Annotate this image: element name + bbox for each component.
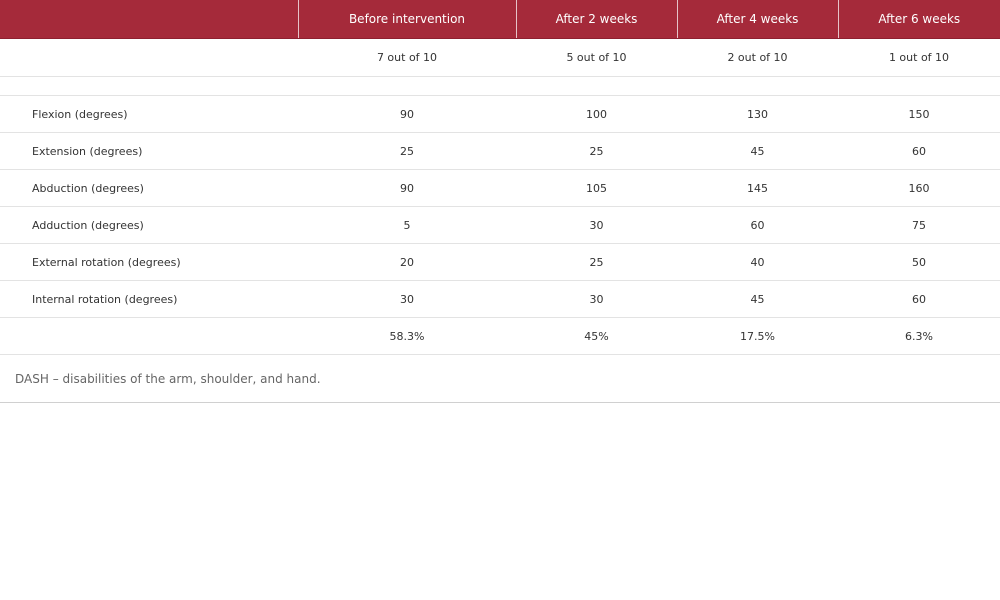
row-label: [0, 317, 298, 355]
table-cell: 1 out of 10: [838, 38, 1000, 77]
header-cell-2-weeks: After 2 weeks: [515, 0, 677, 39]
table-cell: 6.3%: [838, 317, 1000, 355]
table-cell: 130: [677, 95, 838, 133]
header-cell-blank: [0, 0, 298, 39]
row-label: Abduction (degrees): [0, 169, 298, 207]
table-cell: 2 out of 10: [677, 38, 838, 77]
table-cell: 5 out of 10: [516, 38, 677, 77]
table-cell: 30: [298, 280, 516, 318]
table-cell: 160: [838, 169, 1000, 207]
table-cell: 25: [298, 132, 516, 170]
table-row-pain: 7 out of 10 5 out of 10 2 out of 10 1 ou…: [0, 38, 1000, 77]
table-cell: 17.5%: [677, 317, 838, 355]
table-cell: 7 out of 10: [298, 38, 516, 77]
header-cell-4-weeks: After 4 weeks: [676, 0, 838, 39]
header-row: Before intervention After 2 weeks After …: [0, 0, 1000, 39]
table-cell: 45: [677, 280, 838, 318]
table-container: Before intervention After 2 weeks After …: [0, 0, 1000, 403]
table-cell: 145: [677, 169, 838, 207]
spacer-cell: [298, 76, 516, 96]
table-row: Abduction (degrees) 90 105 145 160: [0, 169, 1000, 207]
table-cell: 60: [838, 132, 1000, 170]
table-cell: 90: [298, 169, 516, 207]
table-cell: 25: [516, 132, 677, 170]
table-cell: 90: [298, 95, 516, 133]
table-cell: 100: [516, 95, 677, 133]
header-cell-before: Before intervention: [297, 0, 516, 39]
spacer-cell: [838, 76, 1000, 96]
table-cell: 60: [838, 280, 1000, 318]
row-label: Adduction (degrees): [0, 206, 298, 244]
table-row-dash: 58.3% 45% 17.5% 6.3%: [0, 317, 1000, 355]
row-label: [0, 38, 298, 77]
table-cell: 40: [677, 243, 838, 281]
row-label: External rotation (degrees): [0, 243, 298, 281]
table-row: Adduction (degrees) 5 30 60 75: [0, 206, 1000, 244]
results-table: Before intervention After 2 weeks After …: [0, 0, 1000, 355]
table-cell: 60: [677, 206, 838, 244]
table-cell: 150: [838, 95, 1000, 133]
table-footnote: DASH – disabilities of the arm, shoulder…: [0, 355, 1000, 403]
table-cell: 75: [838, 206, 1000, 244]
row-label: Extension (degrees): [0, 132, 298, 170]
table-row-spacer: [0, 76, 1000, 96]
table-cell: 45: [677, 132, 838, 170]
table-row: Flexion (degrees) 90 100 130 150: [0, 95, 1000, 133]
table-cell: 5: [298, 206, 516, 244]
table-row: Extension (degrees) 25 25 45 60: [0, 132, 1000, 170]
spacer-cell: [0, 76, 298, 96]
header-cell-6-weeks: After 6 weeks: [837, 0, 1000, 39]
spacer-cell: [516, 76, 677, 96]
table-cell: 30: [516, 206, 677, 244]
table-row: Internal rotation (degrees) 30 30 45 60: [0, 280, 1000, 318]
table-cell: 20: [298, 243, 516, 281]
table-cell: 50: [838, 243, 1000, 281]
table-row: External rotation (degrees) 20 25 40 50: [0, 243, 1000, 281]
row-label: Flexion (degrees): [0, 95, 298, 133]
spacer-cell: [677, 76, 838, 96]
table-cell: 25: [516, 243, 677, 281]
table-cell: 30: [516, 280, 677, 318]
row-label: Internal rotation (degrees): [0, 280, 298, 318]
table-cell: 58.3%: [298, 317, 516, 355]
table-cell: 105: [516, 169, 677, 207]
table-cell: 45%: [516, 317, 677, 355]
